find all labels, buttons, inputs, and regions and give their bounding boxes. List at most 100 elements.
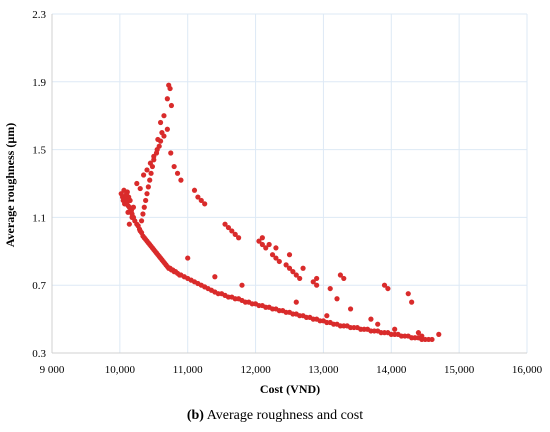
data-point [276,258,282,265]
x-tick-labels: 9 000 10,000 11,000 12,000 13,000 14,000 15,00… [40,364,543,376]
data-point [273,255,279,261]
x-tick-label: 13,000 [308,364,339,376]
x-tick-label: 10,000 [105,364,136,376]
data-point [145,184,151,190]
data-point [143,197,149,204]
x-tick-label: 11,000 [173,364,203,376]
data-point [126,221,132,227]
caption-label: (b) [186,408,204,423]
y-tick-label: 1.9 [32,77,46,89]
x-tick-label: 16,000 [512,364,543,376]
data-point [157,119,164,126]
data-point [368,316,374,322]
data-point [171,163,177,170]
data-point [148,170,154,176]
figure-caption: (b) Average roughness and cost [0,408,550,424]
data-point [229,228,235,234]
data-point [137,185,143,192]
axes [51,14,527,354]
gridlines [51,13,528,354]
data-point [293,299,299,305]
data-point [140,211,146,217]
data-point [263,245,269,251]
data-point [141,204,147,210]
y-tick-label: 1.5 [32,145,46,157]
data-point [239,282,245,288]
data-point [347,306,354,312]
data-point [232,231,238,237]
data-point [138,218,145,224]
data-point [144,191,150,197]
x-axis-title: Cost (VND) [260,382,320,396]
data-point [225,224,232,231]
data-point [164,96,170,102]
data-point [159,130,165,136]
data-point [212,274,218,280]
data-point [125,209,131,215]
data-point [314,275,320,282]
x-tick-label: 15,000 [444,364,475,376]
data-point [297,275,303,282]
data-point [286,252,293,258]
data-point [174,170,181,176]
data-point [415,330,422,336]
data-point [202,201,208,207]
data-point [405,291,411,297]
data-point [385,285,391,292]
data-point [198,197,204,204]
data-point [266,241,272,248]
data-points [118,82,442,343]
data-point [436,331,442,337]
data-point [341,275,347,282]
data-point [161,113,167,119]
data-point [167,85,173,92]
caption-text: Average roughness and cost [203,408,364,423]
data-point [375,321,381,327]
data-point [185,255,191,261]
data-point [155,136,161,143]
data-point [259,235,265,241]
data-point [129,214,135,220]
data-point [293,272,299,278]
data-point [286,265,293,271]
data-point [236,235,242,241]
data-point [144,167,150,173]
data-point [324,313,330,319]
data-point [334,296,340,302]
data-point [195,194,201,200]
data-point [178,177,184,183]
data-point [141,172,147,178]
y-tick-label: 0.7 [32,280,46,292]
data-point [300,265,306,271]
data-point [327,285,333,292]
x-tick-label: 9 000 [40,364,65,376]
data-point [392,326,398,332]
data-point [429,336,435,343]
data-point [256,238,262,244]
data-point [191,187,198,193]
data-point [149,163,156,170]
data-point [381,282,388,288]
data-point [124,191,130,197]
data-point [409,299,415,305]
data-point [259,241,265,248]
data-point [147,177,153,183]
data-point [337,272,343,278]
data-point [168,150,174,156]
data-point [269,252,276,258]
data-point [153,150,160,156]
data-point [130,204,137,210]
data-point [222,221,228,227]
x-tick-label: 14,000 [376,364,407,376]
y-tick-label: 1.1 [32,212,46,224]
y-axis-title: Average roughness (µm) [3,123,17,247]
y-tick-label: 2.3 [32,9,46,21]
y-tick-labels: 0.3 0.7 1.1 1.5 1.9 2.3 [32,9,46,360]
data-point [156,143,162,149]
scatter-chart: 0.3 0.7 1.1 1.5 1.9 2.3 9 000 10,000 11,000 12,0… [3,9,543,396]
data-point [168,102,175,109]
data-point [314,282,320,288]
data-point [127,197,133,204]
data-point [273,245,279,251]
data-point [151,157,157,163]
